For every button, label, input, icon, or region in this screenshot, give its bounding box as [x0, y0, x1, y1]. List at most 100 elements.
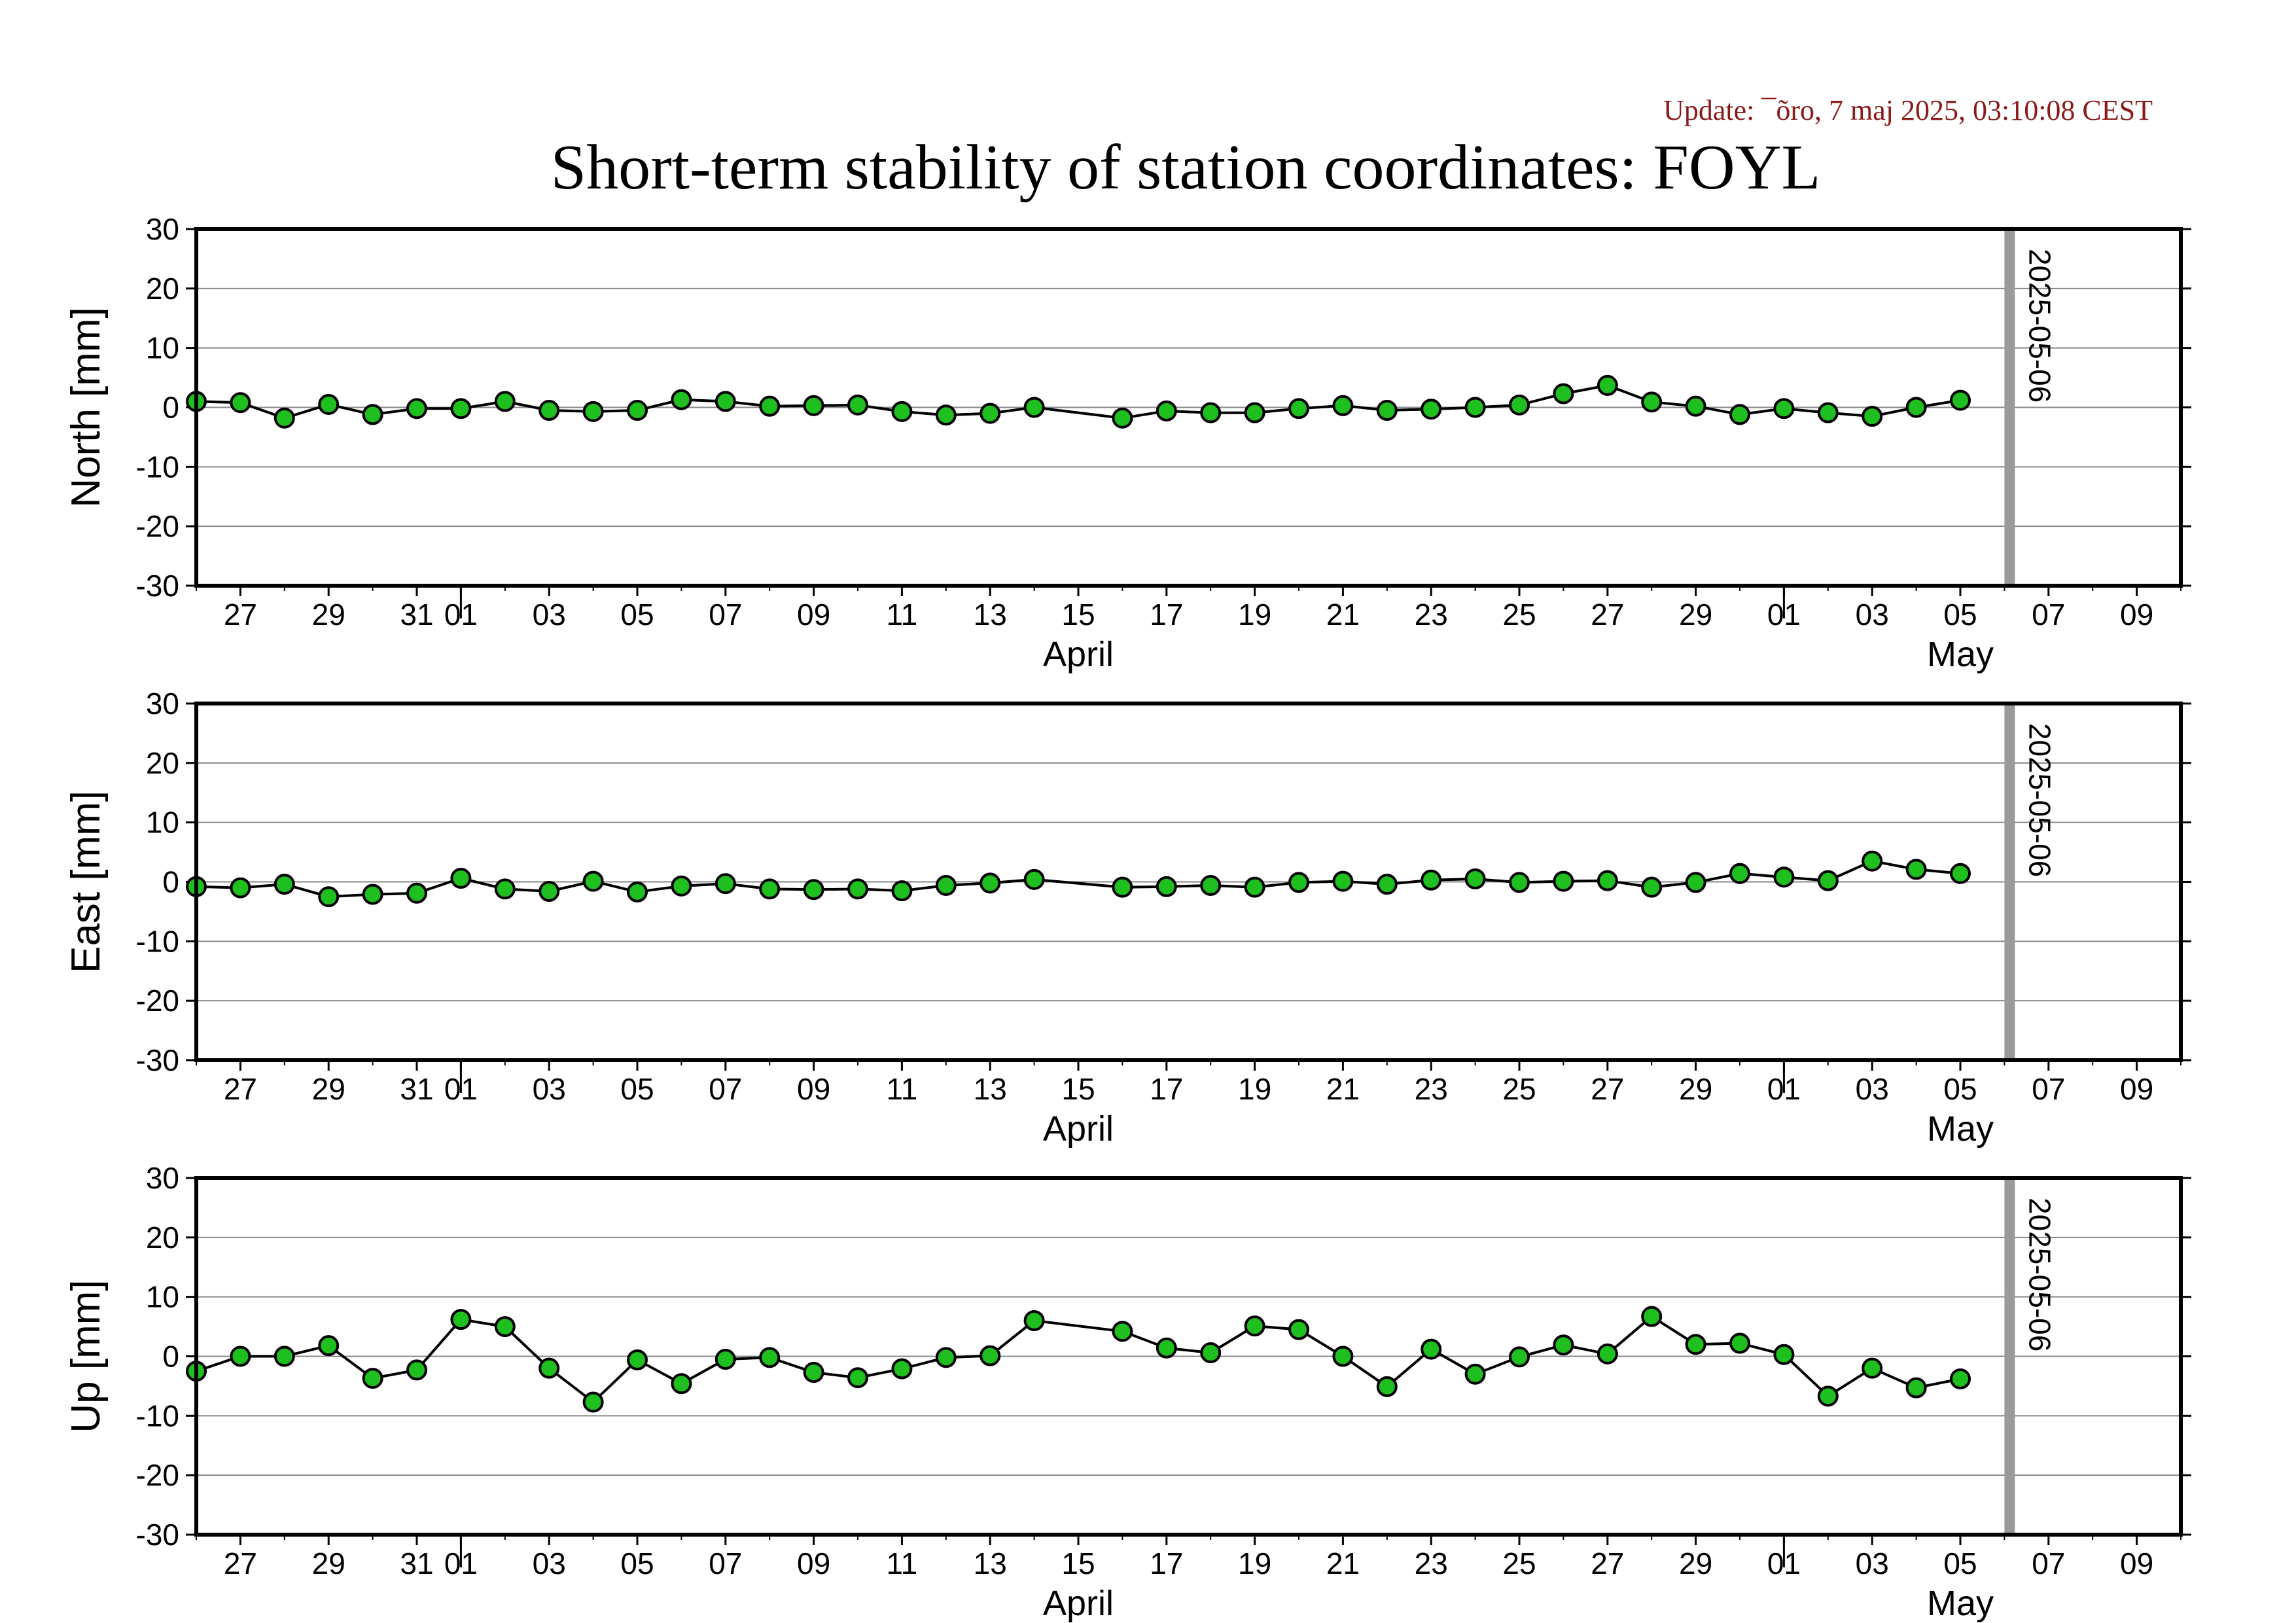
data-point [450, 1309, 472, 1330]
x-tick-label: 03 [533, 597, 566, 632]
data-point [450, 868, 472, 889]
month-label: May [1927, 635, 1994, 674]
data-point [1905, 859, 1927, 880]
data-point [1641, 1306, 1663, 1327]
x-tick-label: 07 [709, 597, 742, 632]
data-point [1112, 1321, 1133, 1342]
data-point [1729, 1332, 1750, 1354]
x-tick-label: 29 [1679, 1546, 1712, 1580]
x-tick-label: 03 [533, 1072, 566, 1106]
data-point [1862, 406, 1883, 427]
x-tick-label: 23 [1415, 1072, 1448, 1106]
data-point [671, 389, 692, 410]
x-tick-label: 31 [400, 597, 433, 632]
x-tick-label: 03 [1856, 1072, 1889, 1106]
x-tick-label: 31 [400, 1072, 433, 1106]
data-point [847, 394, 868, 416]
data-point [759, 1347, 781, 1368]
data-point [1773, 866, 1795, 888]
x-tick-label: 11 [887, 1546, 918, 1580]
data-point [274, 1346, 295, 1367]
data-point [1156, 1337, 1177, 1359]
data-point [1200, 402, 1222, 423]
x-tick-label: 05 [620, 597, 654, 632]
x-tick-label: 25 [1502, 1546, 1536, 1580]
data-point [1376, 1376, 1398, 1397]
data-point [759, 878, 781, 900]
data-point [1597, 374, 1618, 396]
data-point [274, 874, 295, 895]
data-point [1332, 395, 1354, 416]
data-point [1244, 1315, 1265, 1337]
y-tick-label: -10 [136, 924, 179, 958]
x-tick-label: 27 [1591, 1546, 1624, 1580]
data-point [891, 401, 913, 422]
data-point [627, 881, 648, 902]
x-tick-label: 09 [797, 1546, 830, 1580]
data-point [362, 1368, 383, 1389]
data-point [671, 875, 692, 897]
x-tick-label: 05 [1943, 1072, 1977, 1106]
month-label: April [1043, 1109, 1114, 1149]
x-tick-label: 09 [2120, 1546, 2153, 1580]
y-tick-label: 20 [146, 272, 179, 306]
data-point [318, 1335, 340, 1357]
data-point [980, 872, 1001, 894]
data-point [494, 1316, 516, 1338]
data-point [1376, 874, 1398, 895]
data-point [1729, 863, 1750, 884]
data-point [1641, 876, 1663, 898]
x-tick-label: 27 [224, 1546, 257, 1580]
series-line [196, 1315, 1961, 1404]
data-point [803, 879, 824, 901]
data-point [1729, 404, 1750, 425]
month-label: April [1043, 635, 1114, 674]
data-point [1597, 870, 1618, 891]
y-tick-label: -10 [136, 450, 179, 484]
x-tick-label: 29 [1679, 1072, 1712, 1106]
data-point [1464, 868, 1486, 889]
y-tick-label: 20 [146, 1221, 179, 1255]
data-point [1288, 1319, 1309, 1340]
data-point [274, 407, 295, 429]
x-tick-label: 05 [1943, 1546, 1977, 1580]
data-point [1685, 872, 1706, 893]
y-tick-label: -30 [136, 1043, 179, 1077]
data-point [627, 400, 648, 421]
x-tick-label: 29 [312, 597, 345, 632]
x-tick-label: 19 [1238, 1072, 1271, 1106]
data-point [1641, 391, 1663, 413]
x-tick-label: 09 [797, 1072, 830, 1106]
data-point [582, 870, 604, 892]
month-label: May [1927, 1584, 1994, 1623]
data-point [582, 1391, 604, 1413]
x-tick-label: 05 [1943, 597, 1977, 632]
data-point [362, 404, 383, 425]
plot-frame [194, 227, 2183, 588]
data-point [1950, 389, 1971, 411]
x-tick-label: 01 [1767, 1546, 1801, 1580]
chart-title: Short-term stability of station coordina… [551, 132, 1821, 203]
data-point [891, 880, 913, 902]
month-label: April [1043, 1584, 1114, 1623]
data-point [1112, 876, 1133, 898]
data-point [1685, 395, 1706, 417]
data-point [935, 874, 957, 896]
date-marker-label: 2025-05-06 [2022, 723, 2057, 877]
x-tick-label: 03 [1856, 1546, 1889, 1580]
y-axis-label: North [mm] [63, 307, 109, 508]
data-point [715, 391, 736, 412]
x-tick-label: 13 [974, 1072, 1007, 1106]
data-point [494, 878, 516, 900]
data-point [1553, 1334, 1574, 1356]
y-tick-label: -20 [136, 509, 179, 543]
data-point [1464, 1363, 1486, 1385]
x-tick-label: 09 [2120, 597, 2153, 632]
x-tick-label: 17 [1150, 597, 1183, 632]
data-point [362, 883, 383, 905]
y-axis-label: Up [mm] [63, 1279, 109, 1433]
data-point [715, 873, 736, 895]
x-tick-label: 01 [444, 597, 478, 632]
